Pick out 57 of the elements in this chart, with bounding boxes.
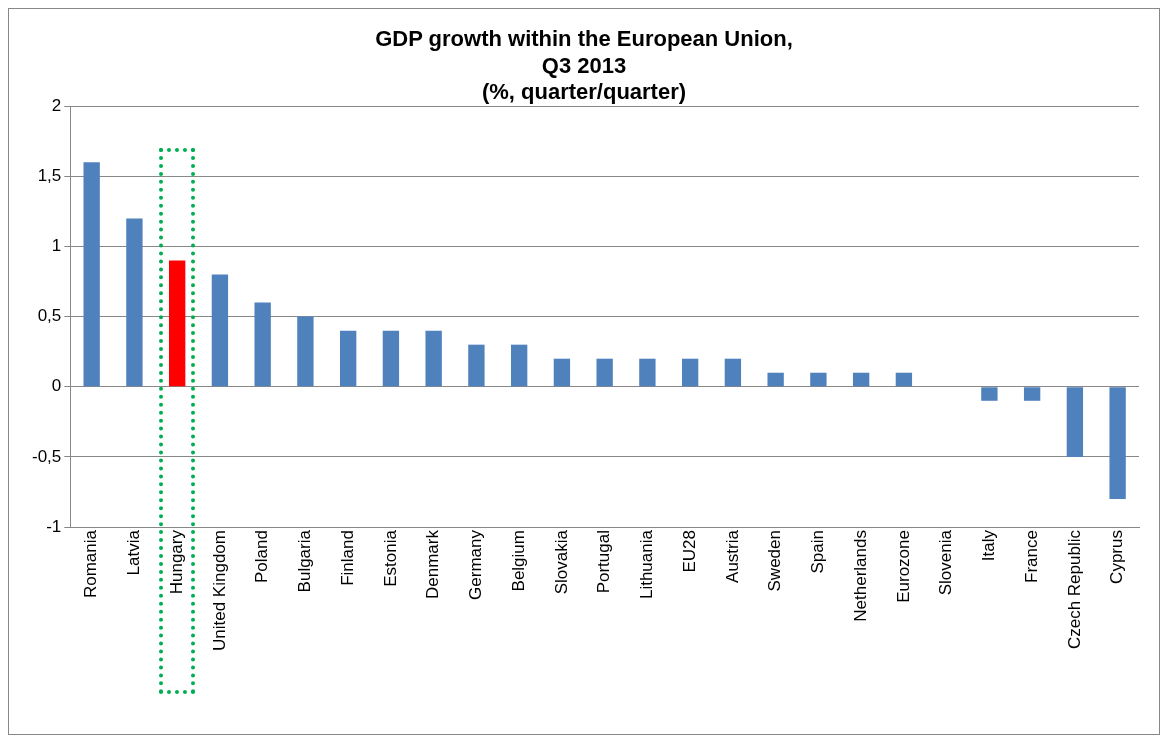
y-tick-label: 1,5 — [37, 166, 62, 186]
bar — [981, 387, 998, 401]
x-tick-label: Sweden — [765, 530, 785, 592]
bar — [168, 260, 186, 387]
bar — [553, 358, 571, 387]
x-tick-label: Netherlands — [850, 530, 870, 622]
x-tick-label: Romania — [81, 529, 101, 599]
x-tick-label: France — [1021, 530, 1041, 583]
bar — [852, 372, 870, 387]
x-tick-label: Slovenia — [936, 529, 956, 596]
x-tick-label: Lithuania — [637, 529, 657, 600]
bar — [681, 358, 699, 387]
bar — [1023, 387, 1041, 401]
x-tick-label: Belgium — [508, 530, 528, 592]
bar — [810, 372, 827, 387]
bar — [254, 302, 271, 387]
y-tick-label: -0,5 — [32, 446, 62, 466]
y-tick-label: 0,5 — [37, 306, 62, 326]
x-tick-label: Austria — [722, 529, 742, 583]
x-tick-label: United Kingdom — [209, 530, 229, 652]
bar — [596, 358, 613, 387]
bar — [724, 358, 742, 387]
x-tick-label: Denmark — [423, 529, 443, 600]
x-tick-label: Hungary — [166, 529, 186, 595]
bar — [1109, 387, 1126, 499]
x-tick-label: Italy — [979, 529, 999, 562]
x-tick-label: Cyprus — [1107, 530, 1127, 584]
y-tick-label: -1 — [46, 516, 62, 536]
bar — [639, 358, 656, 387]
y-tick-label: 0 — [51, 376, 62, 396]
bar — [468, 344, 485, 387]
x-tick-label: Latvia — [124, 529, 144, 576]
y-tick-label: 2 — [51, 95, 62, 115]
y-tick-label: 1 — [51, 236, 62, 256]
bar — [767, 372, 784, 387]
bar — [126, 218, 143, 387]
bar — [510, 344, 528, 387]
x-tick-label: Czech Republic — [1064, 529, 1084, 650]
bar — [382, 330, 400, 387]
x-tick-label: Estonia — [380, 529, 400, 587]
x-tick-label: Portugal — [594, 530, 614, 594]
x-tick-label: Bulgaria — [295, 529, 315, 593]
x-tick-label: Finland — [337, 530, 357, 586]
bar — [1066, 387, 1084, 457]
x-tick-label: Spain — [808, 530, 828, 574]
x-tick-label: Eurozone — [893, 530, 913, 603]
x-tick-label: EU28 — [679, 530, 699, 573]
bar — [895, 372, 913, 387]
x-tick-label: Poland — [252, 530, 272, 583]
bar — [211, 274, 229, 387]
chart-title: GDP growth within the European Union, Q3 2013 (%, quarter/quarter) — [375, 26, 793, 105]
x-tick-label: Slovakia — [551, 529, 571, 595]
x-tick-label: Germany — [466, 529, 486, 600]
bar — [425, 330, 442, 387]
bar — [297, 316, 314, 387]
bar — [339, 330, 357, 387]
bar — [83, 162, 100, 387]
